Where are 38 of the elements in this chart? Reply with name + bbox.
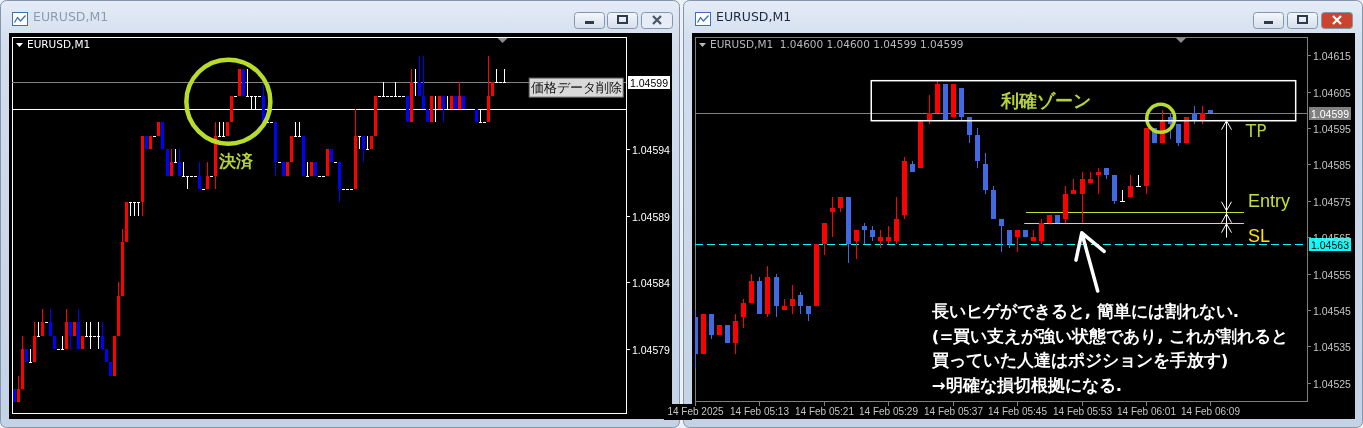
y-tick-label: 1.04585: [1313, 158, 1352, 171]
y-tick-label: 1.04535: [1313, 340, 1352, 353]
y-tick-label: 1.04594: [632, 143, 671, 156]
chart-subtitle: EURUSD,M1: [27, 38, 91, 50]
annotation: TP: [1244, 120, 1267, 141]
x-tick-label: 14 Feb 05:53: [1053, 406, 1113, 417]
y-tick-label: 1.04595: [1313, 122, 1352, 135]
y-tick-label: 1.04545: [1313, 304, 1352, 317]
y-tick-label: 1.04584: [632, 276, 671, 289]
x-tick-label: 14 Feb 05:13: [730, 406, 790, 417]
x-tick-label: 14 Feb 06:01: [1117, 406, 1177, 417]
y-tick-label: 1.04615: [1313, 49, 1352, 62]
x-tick-label: 14 Feb 05:37: [924, 406, 984, 417]
annotation: 利確ゾーン: [999, 90, 1091, 112]
x-tick-label: 14 Feb 05:29: [859, 406, 919, 417]
chart-title: EURUSD,M1: [33, 9, 109, 24]
annotation: 長いヒゲができると, 簡単には割れない.: [930, 302, 1240, 322]
ref-line-label: Entry: [1247, 190, 1290, 211]
chart-subtitle: EURUSD,M1 1.04600 1.04600 1.04599 1.04599: [710, 38, 964, 50]
y-tick-label: 1.04525: [1313, 377, 1352, 390]
ref-line-label: SL: [1247, 225, 1270, 246]
x-tick-label: 14 Feb 06:09: [1181, 406, 1241, 417]
y-tick-label: 1.04605: [1313, 86, 1352, 99]
y-tick-label: 1.04555: [1313, 268, 1352, 281]
x-tick-label: 14 Feb 05:21: [795, 406, 855, 417]
annotation: →明確な損切根拠になる.: [931, 375, 1122, 395]
x-tick-label: 14 Feb 2025: [667, 406, 725, 417]
chart-title: EURUSD,M1: [716, 9, 792, 24]
x-tick-label: 14 Feb 05:45: [988, 406, 1048, 417]
y-tick-label: 1.04575: [1313, 195, 1352, 208]
annotation: 価格データ削除: [530, 80, 622, 96]
ref-line-label: 1.04599: [1311, 107, 1350, 120]
annotation: 買っていた人達はポジションを手放す): [930, 351, 1229, 371]
annotation: 決済: [218, 151, 255, 172]
y-tick-label: 1.04579: [632, 343, 671, 356]
y-tick-label: 1.04589: [632, 210, 671, 223]
ref-line-label: 1.04599: [630, 76, 669, 89]
annotation: (=買い支えが強い状態であり, これが割れると: [931, 326, 1289, 346]
